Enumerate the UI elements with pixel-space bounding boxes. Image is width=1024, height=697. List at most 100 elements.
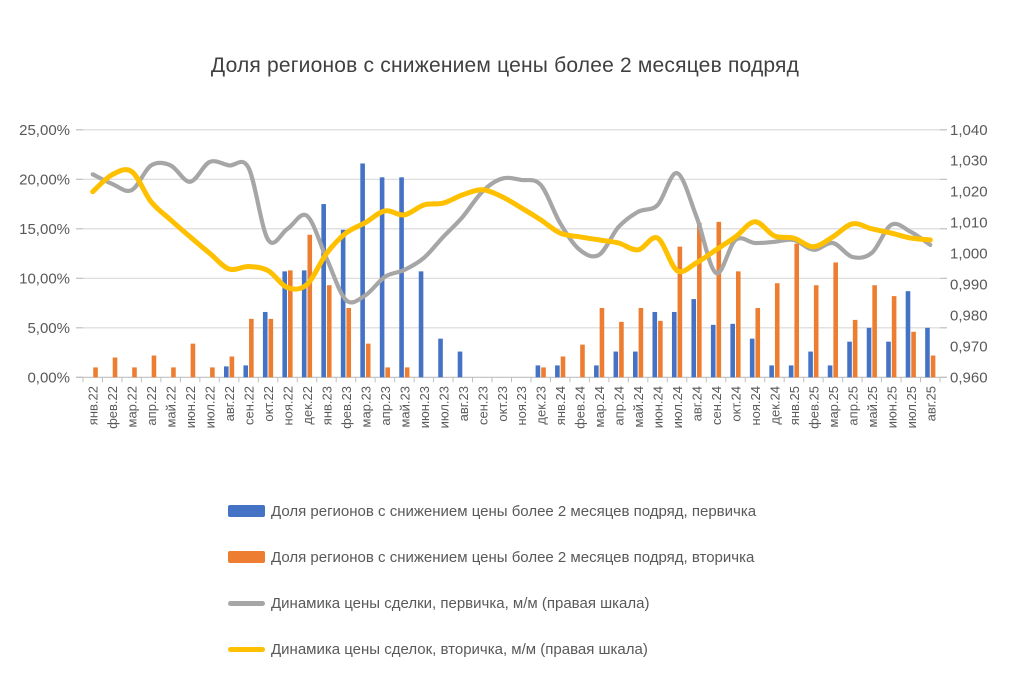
bars-secondary-series [93, 221, 936, 378]
x-axis-label-сен.23: сен.23 [475, 386, 490, 425]
combo-chart-canvas: 25,00%20,00%15,00%10,00%5,00%0,00%1,0401… [19, 122, 988, 429]
bar-secondary-янв.22 [93, 367, 98, 378]
legend-item-secondary-bar: Доля регионов с снижением цены более 2 м… [228, 534, 756, 580]
right-axis-label: 1,010 [950, 215, 988, 232]
x-axis-label-май.25: май.25 [865, 386, 880, 428]
bar-secondary-апр.24 [619, 321, 624, 378]
x-axis [76, 376, 947, 383]
legend-item-primary-line: Динамика цены сделки, первичка, м/м (пра… [228, 580, 756, 626]
right-axis-labels: 1,040 1,030 1,020 1,010 1,000 0,990 0,980 0,970… [950, 122, 988, 386]
x-axis-label-янв.22: янв.22 [86, 386, 101, 425]
bar-primary-июн.23 [418, 271, 424, 378]
bar-secondary-апр.25 [852, 319, 858, 378]
bar-secondary-окт.22 [268, 318, 274, 378]
bar-primary-сен.22 [243, 365, 249, 378]
bar-secondary-дек.23 [541, 367, 546, 378]
bar-secondary-июл.25 [911, 331, 916, 378]
bar-primary-май.24 [633, 351, 638, 378]
x-axis-label-янв.24: янв.24 [553, 386, 568, 425]
bar-secondary-май.24 [638, 308, 644, 378]
bar-primary-ноя.24 [749, 338, 755, 378]
bar-secondary-дек.22 [307, 234, 313, 378]
bar-primary-окт.22 [262, 311, 268, 378]
x-axis-label-фев.25: фев.25 [806, 386, 821, 429]
x-axis-label-ноя.24: ноя.24 [748, 386, 763, 426]
bar-secondary-фев.25 [813, 285, 819, 378]
x-axis-label-май.23: май.23 [397, 386, 412, 428]
x-axis-label-фев.24: фев.24 [573, 386, 588, 429]
x-axis-label-ноя.22: ноя.22 [281, 386, 296, 426]
bar-secondary-мар.24 [599, 308, 605, 378]
bar-secondary-ноя.22 [288, 270, 293, 378]
legend-label-primary-line: Динамика цены сделки, первичка, м/м (пра… [271, 594, 650, 612]
x-axis-label-янв.23: янв.23 [320, 386, 335, 425]
legend-label-primary-bar: Доля регионов с снижением цены более 2 м… [271, 502, 757, 520]
x-axis-label-мар.22: мар.22 [125, 386, 140, 427]
x-axis-label-апр.23: апр.23 [378, 386, 393, 426]
x-axis-label-ноя.23: ноя.23 [514, 386, 529, 426]
left-axis-label: 15,00% [19, 221, 70, 238]
legend-swatch-primary-line-icon [228, 600, 265, 606]
right-axis-label: 0,960 [950, 369, 988, 386]
legend-swatch-secondary-bar-icon [228, 551, 265, 563]
bar-primary-сен.24 [710, 324, 716, 378]
x-axis-label-окт.22: окт.22 [261, 386, 276, 422]
right-axis-label: 1,000 [950, 246, 988, 263]
x-axis-label-июл.24: июл.24 [670, 386, 685, 428]
bar-secondary-май.22 [171, 367, 176, 378]
right-axis-label: 0,980 [950, 307, 988, 324]
bar-primary-фев.25 [808, 351, 813, 378]
bar-secondary-фев.22 [112, 357, 118, 378]
bar-secondary-июл.22 [210, 367, 215, 378]
x-axis-label-июн.22: июн.22 [183, 386, 198, 428]
bar-secondary-янв.24 [560, 356, 566, 378]
bar-primary-дек.23 [535, 365, 541, 378]
bar-secondary-сен.24 [716, 221, 722, 378]
left-axis-label: 5,00% [27, 320, 70, 337]
bar-secondary-янв.25 [794, 243, 800, 378]
bars-primary-series [223, 163, 930, 378]
bar-secondary-мар.25 [833, 262, 838, 378]
bar-primary-авг.23 [457, 351, 463, 378]
bar-secondary-июн.24 [658, 320, 663, 378]
x-axis-label-сен.22: сен.22 [242, 386, 257, 425]
bar-secondary-сен.22 [249, 318, 254, 378]
x-axis-label-авг.22: авг.22 [222, 386, 237, 421]
line-secondary-mm [90, 167, 933, 292]
bar-primary-дек.24 [769, 365, 774, 378]
bar-secondary-апр.23 [385, 367, 390, 378]
bar-secondary-фев.24 [580, 344, 585, 378]
bar-primary-май.25 [866, 327, 872, 378]
bar-primary-дек.22 [301, 270, 307, 378]
bar-secondary-май.23 [404, 367, 410, 378]
x-axis-label-июл.22: июл.22 [203, 386, 218, 428]
x-axis-label-мар.24: мар.24 [592, 386, 607, 427]
x-axis-label-июн.25: июн.25 [884, 386, 899, 428]
right-axis-label: 0,990 [950, 276, 988, 293]
bar-primary-июн.24 [652, 311, 658, 378]
bar-primary-июл.23 [438, 338, 443, 378]
bar-primary-янв.25 [788, 365, 794, 378]
bar-secondary-май.25 [872, 285, 877, 378]
bar-primary-янв.24 [555, 365, 560, 378]
bar-secondary-июл.24 [677, 246, 683, 378]
x-axis-label-мар.25: мар.25 [826, 386, 841, 427]
bar-secondary-окт.24 [735, 271, 741, 378]
bar-secondary-авг.25 [930, 355, 936, 378]
x-axis-label-авг.24: авг.24 [690, 386, 705, 421]
x-axis-label-июл.23: июл.23 [436, 386, 451, 428]
bar-primary-мар.23 [360, 163, 365, 378]
legend-item-secondary-line: Динамика цены сделок, вторичка, м/м (пра… [228, 626, 756, 672]
x-axis-label-апр.25: апр.25 [845, 386, 860, 426]
legend-item-primary-bar: Доля регионов с снижением цены более 2 м… [228, 488, 756, 534]
right-axis-label: 1,030 [950, 153, 988, 170]
x-axis-label-июн.24: июн.24 [651, 386, 666, 428]
bar-primary-окт.24 [730, 323, 735, 378]
bar-secondary-дек.24 [774, 283, 780, 378]
bar-secondary-авг.24 [697, 222, 702, 378]
x-axis-label-июн.23: июн.23 [417, 386, 432, 428]
x-axis-label-авг.23: авг.23 [456, 386, 471, 421]
legend-swatch-primary-bar-icon [228, 505, 265, 517]
left-axis-label: 10,00% [19, 270, 70, 287]
